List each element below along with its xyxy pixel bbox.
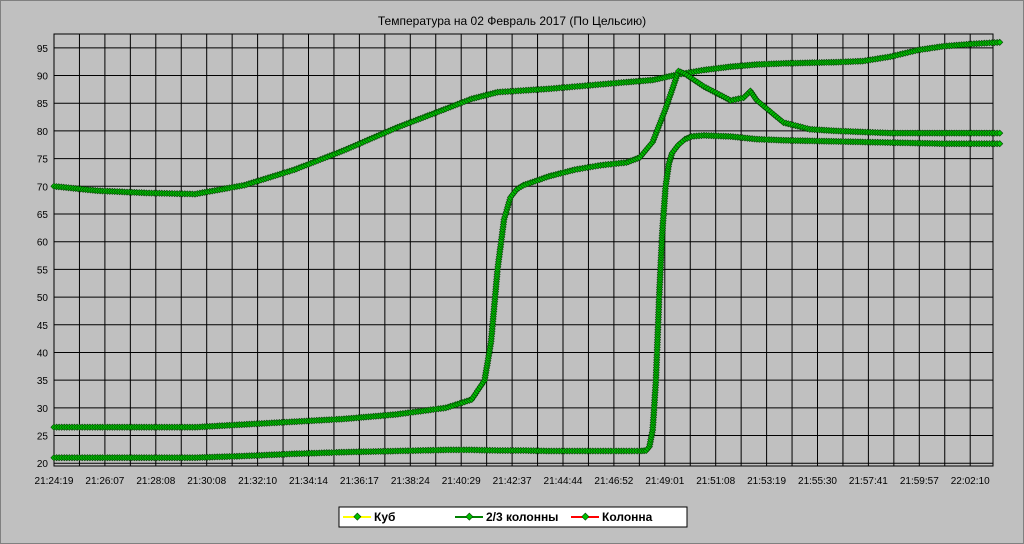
series-layer <box>50 38 1004 462</box>
legend-swatch-marker <box>353 512 362 521</box>
y-tick-label: 85 <box>37 99 49 110</box>
legend-label: Колонна <box>602 510 653 524</box>
legend-swatch-marker <box>581 512 590 521</box>
x-tick-label: 21:38:24 <box>391 476 430 487</box>
legend: Куб 2/3 колонны Колонна <box>338 506 688 528</box>
axes: 20 25 30 35 40 45 50 55 60 65 70 75 80 85 90 95 21:24:19… <box>35 44 991 487</box>
series-1 <box>50 38 1004 198</box>
y-tick-label: 50 <box>37 293 49 304</box>
y-tick-label: 35 <box>37 376 49 387</box>
y-tick-label: 80 <box>37 127 49 138</box>
legend-label: Куб <box>374 510 395 524</box>
plot-area <box>53 33 994 467</box>
data-point <box>996 38 1004 46</box>
series-2 <box>50 67 1004 431</box>
x-tick-label: 21:55:30 <box>798 476 837 487</box>
y-tick-label: 55 <box>37 265 49 276</box>
y-tick-label: 70 <box>37 182 49 193</box>
legend-label: 2/3 колонны <box>486 510 558 524</box>
data-point <box>996 140 1004 148</box>
x-tick-label: 21:34:14 <box>289 476 328 487</box>
x-tick-label: 21:51:08 <box>696 476 735 487</box>
x-tick-label: 21:26:07 <box>85 476 124 487</box>
x-tick-label: 21:59:57 <box>900 476 939 487</box>
x-tick-label: 21:53:19 <box>747 476 786 487</box>
y-tick-label: 90 <box>37 72 49 83</box>
y-tick-label: 75 <box>37 155 49 166</box>
series-3 <box>50 131 1004 462</box>
y-tick-label: 20 <box>37 459 49 470</box>
grid <box>53 33 994 467</box>
x-tick-label: 21:28:08 <box>136 476 175 487</box>
x-tick-label: 21:42:37 <box>493 476 532 487</box>
x-tick-label: 21:44:44 <box>544 476 583 487</box>
y-tick-label: 30 <box>37 404 49 415</box>
y-tick-label: 95 <box>37 44 49 55</box>
x-tick-label: 22:02:10 <box>951 476 990 487</box>
x-tick-label: 21:49:01 <box>645 476 684 487</box>
legend-entry: 2/3 колонны <box>455 510 558 524</box>
data-point <box>996 129 1004 137</box>
y-tick-label: 25 <box>37 432 49 443</box>
y-tick-label: 40 <box>37 348 49 359</box>
x-tick-label: 21:40:29 <box>442 476 481 487</box>
chart-title: Температура на 02 Февраль 2017 (По Цельс… <box>378 14 646 28</box>
x-tick-label: 21:30:08 <box>187 476 226 487</box>
x-tick-label: 21:57:41 <box>849 476 888 487</box>
legend-entry: Куб <box>343 510 395 524</box>
legend-box <box>338 506 688 528</box>
legend-swatch-marker <box>465 512 474 521</box>
x-tick-label: 21:24:19 <box>35 476 74 487</box>
x-tick-label: 21:36:17 <box>340 476 379 487</box>
legend-entry: Колонна <box>571 510 653 524</box>
y-tick-label: 60 <box>37 238 49 249</box>
x-tick-label: 21:46:52 <box>594 476 633 487</box>
x-tick-label: 21:32:10 <box>238 476 277 487</box>
y-tick-label: 65 <box>37 210 49 221</box>
y-tick-label: 45 <box>37 321 49 332</box>
